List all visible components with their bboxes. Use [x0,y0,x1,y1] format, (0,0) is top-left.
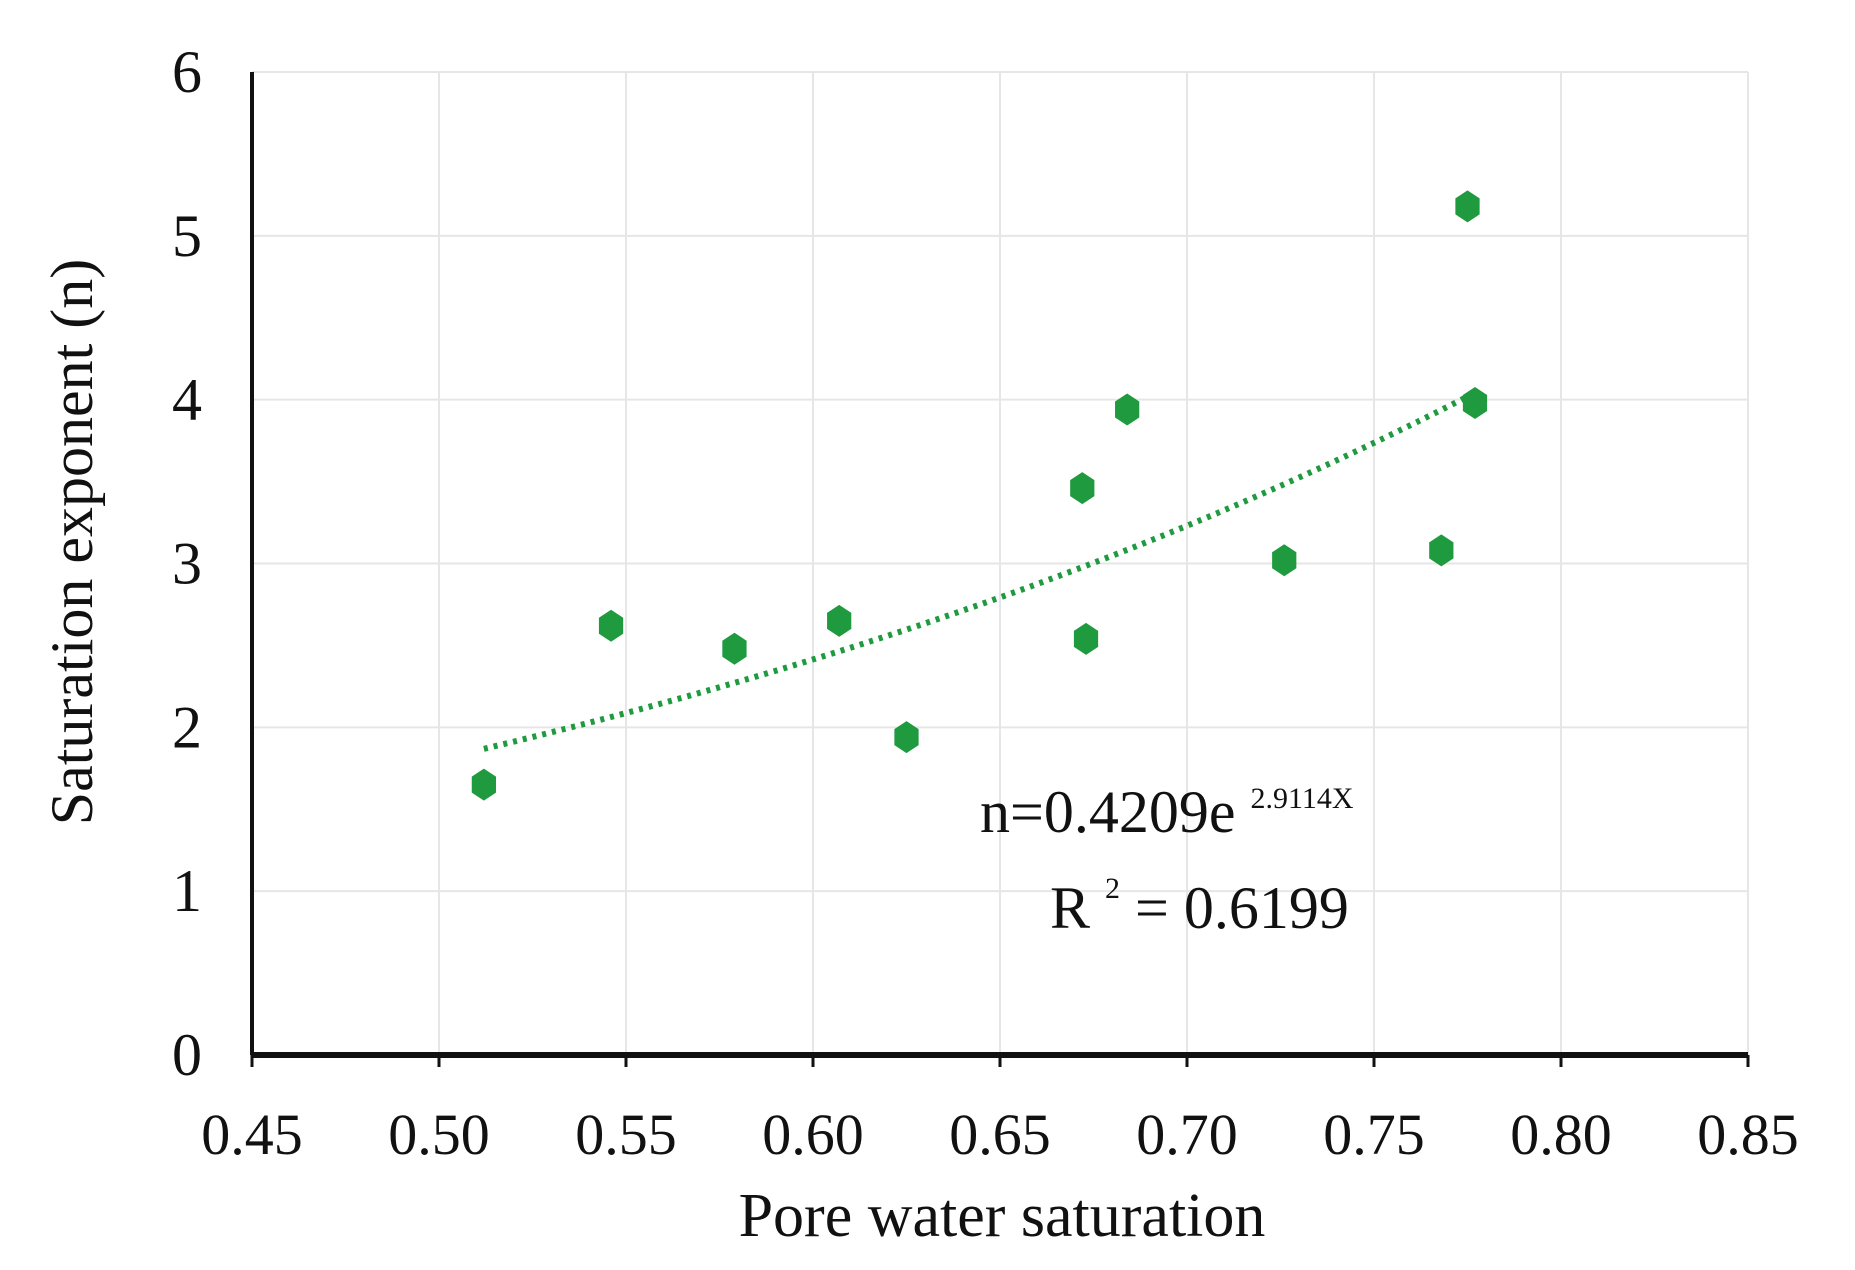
trendline-layer [483,390,1477,752]
x-tick-label: 0.60 [762,1102,864,1167]
x-tick-label: 0.75 [1323,1102,1425,1167]
x-tick-label: 0.65 [949,1102,1051,1167]
x-tick-label: 0.85 [1697,1102,1799,1167]
x-tick-label: 0.70 [1136,1102,1238,1167]
x-tick-label: 0.50 [388,1102,490,1167]
equation-exponent: 2.9114X [1250,782,1353,815]
r-squared-value: = 0.6199 [1135,875,1349,941]
equation-base: n=0.4209e [980,779,1235,845]
r-squared-power: 2 [1105,872,1120,905]
trendline [483,390,1477,752]
trendline-equation: n=0.4209e 2.9114X [980,779,1354,845]
data-point [598,609,624,642]
x-tick-label: 0.55 [575,1102,677,1167]
data-point [471,768,496,801]
y-tick-label: 4 [172,367,202,433]
r-squared-annotation: R 2 = 0.6199 [1050,845,1349,941]
axes [250,72,1750,1067]
data-point [827,604,852,637]
data-point [1455,190,1480,223]
x-tick-label: 0.45 [201,1102,303,1167]
data-point [1073,622,1099,655]
y-tick-label: 2 [172,694,202,760]
data-points [471,190,1488,801]
data-point [894,721,919,754]
data-point [1429,534,1454,567]
data-point [1070,472,1095,505]
y-tick-label: 3 [172,531,202,597]
data-point [1115,393,1140,426]
x-tick-label: 0.80 [1510,1102,1612,1167]
y-axis-title: Saturation exponent (n) [39,259,105,826]
y-tick-label: 6 [172,39,202,105]
gridlines [252,71,1749,1055]
data-point [1272,544,1297,577]
x-axis-title: Pore water saturation [739,1182,1266,1250]
data-point [722,632,747,665]
tick-labels: 0.45 0.50 0.55 0.60 0.65 0.70 0.75 0.80 0.85 0 1 2 3… [172,39,1799,1167]
y-tick-label: 1 [172,858,202,924]
y-tick-label: 5 [172,203,202,269]
data-point [1462,386,1488,419]
r-squared-label: R [1050,875,1090,941]
y-tick-label: 0 [172,1022,202,1088]
